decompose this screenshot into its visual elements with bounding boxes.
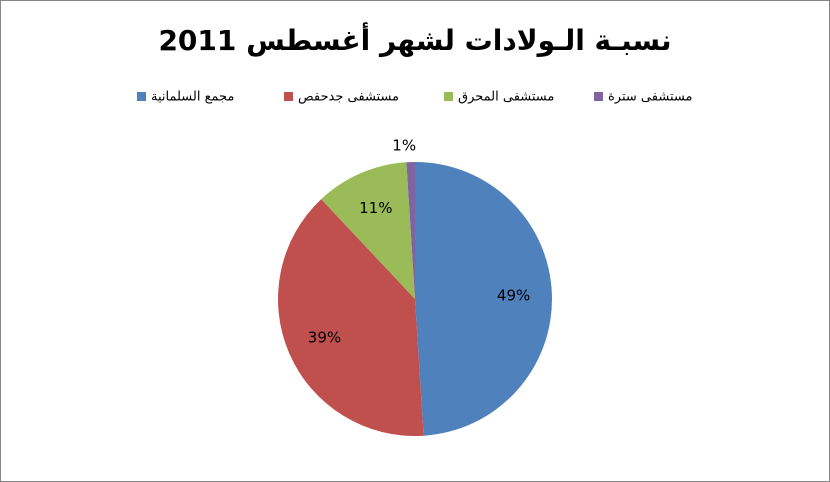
pie-slice — [278, 199, 424, 437]
chart-title: نسبـة الـولادات لشهر أغسطس 2011 — [158, 22, 671, 57]
legend-swatch — [137, 92, 146, 101]
pie-slice — [321, 162, 415, 299]
data-label: 49% — [497, 286, 530, 304]
legend-label: مستشفى سترة — [608, 90, 692, 105]
legend-swatch — [444, 92, 453, 101]
legend-swatch — [284, 92, 293, 101]
legend-label: مستشفى المحرق — [458, 90, 554, 105]
legend-swatch — [594, 92, 603, 101]
data-label: 1% — [392, 137, 416, 155]
legend-label: مجمع السلمانية — [151, 90, 234, 105]
data-label: 39% — [308, 329, 341, 347]
pie-slice — [415, 162, 553, 436]
data-label: 11% — [359, 199, 392, 217]
pie-slice — [406, 162, 415, 299]
legend-label: مستشفى جدحفص — [298, 90, 399, 105]
